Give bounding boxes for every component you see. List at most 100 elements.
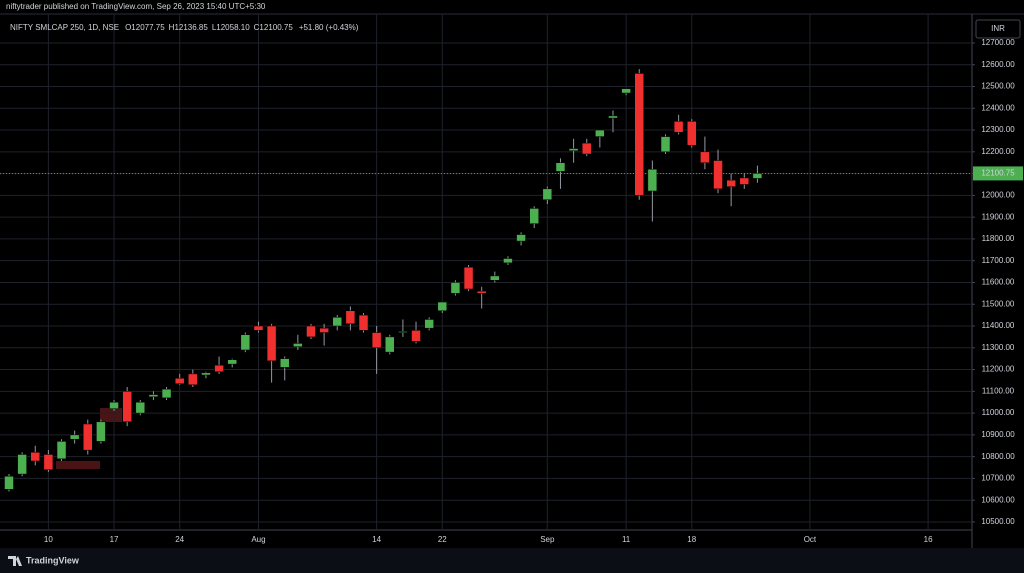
candle-body [673, 121, 684, 133]
candle-body [555, 162, 566, 172]
y-tick-label: 10600.00 [981, 495, 1015, 504]
candle-body [253, 325, 264, 331]
candle-body [385, 336, 395, 353]
currency[interactable]: INR [991, 24, 1005, 33]
y-tick-label: 12600.00 [981, 60, 1015, 69]
candle-body [621, 88, 631, 94]
change: +51.80 (+0.43%) [299, 23, 359, 32]
x-tick-label: 17 [110, 535, 119, 544]
candle-body [608, 115, 618, 119]
candle-body [135, 401, 146, 414]
candle-body [345, 310, 356, 325]
y-tick-label: 12300.00 [981, 125, 1015, 134]
y-tick-label: 10900.00 [981, 430, 1015, 439]
candle-body [174, 378, 185, 384]
candle-body [581, 142, 592, 155]
candle-body [4, 475, 14, 490]
y-tick-label: 10700.00 [981, 474, 1015, 483]
y-tick-label: 10500.00 [981, 517, 1015, 526]
candle-body [30, 452, 41, 462]
candle-body [43, 454, 54, 470]
ohlc-value: H12136.85 [169, 23, 209, 32]
candle-body [542, 188, 553, 200]
candle-body [647, 168, 658, 192]
y-tick-label: 12500.00 [981, 82, 1015, 91]
candle-body [148, 394, 159, 398]
candle-body [266, 325, 277, 362]
candle-body [358, 314, 369, 331]
y-tick-label: 11300.00 [982, 343, 1015, 352]
footer-bar [0, 548, 1024, 573]
y-tick-label: 12000.00 [981, 190, 1015, 199]
candle-body [463, 266, 474, 290]
x-tick-label: 10 [44, 535, 53, 544]
candle-body [687, 121, 697, 146]
x-tick-label: 16 [924, 535, 933, 544]
candle-body [96, 421, 106, 442]
candle-body [240, 334, 251, 351]
y-tick-label: 12400.00 [981, 103, 1015, 112]
candle-body [279, 358, 290, 368]
candle-body [726, 179, 736, 187]
x-tick-label: 18 [687, 535, 696, 544]
x-tick-label: Sep [540, 535, 555, 544]
y-tick-label: 11100.00 [982, 386, 1015, 395]
candle-body [503, 258, 513, 264]
candle-body [122, 391, 132, 423]
candle-body [739, 177, 750, 185]
ohlc-value: L12058.10 [212, 23, 250, 32]
y-tick-label: 11200.00 [982, 365, 1015, 374]
candle-body [83, 423, 93, 451]
candle-body [214, 364, 224, 372]
ohlc-value: O12077.75 [125, 23, 165, 32]
y-tick-label: 11900.00 [982, 212, 1015, 221]
last-price-box [973, 166, 1023, 181]
candle-body [161, 388, 172, 399]
zone [100, 408, 122, 422]
candle-body [293, 343, 303, 347]
candle-body [516, 234, 526, 242]
x-tick-label: 22 [438, 535, 447, 544]
symbol: NIFTY SMLCAP 250, 1D, NSE [10, 23, 119, 32]
last-price-label: 12100.75 [981, 169, 1015, 178]
plot [4, 69, 763, 492]
candle-body [568, 148, 579, 151]
publisher: niftytrader published on TradingView.com… [6, 2, 266, 11]
candle-body [700, 151, 710, 163]
candle-body [398, 331, 408, 333]
y-tick-label: 11400.00 [982, 321, 1015, 330]
x-tick-label: Oct [804, 535, 817, 544]
ohlc-value: C12100.75 [254, 23, 294, 32]
candle-body [529, 208, 539, 224]
candle-body [713, 160, 723, 190]
candle-body [227, 359, 237, 365]
y-tick-label: 11700.00 [982, 256, 1015, 265]
candle-body [109, 401, 119, 409]
x-tick-label: 14 [372, 535, 381, 544]
candle-body [17, 454, 27, 475]
brand: TradingView [26, 555, 80, 565]
candle-body [595, 129, 605, 137]
y-tick-label: 11600.00 [982, 278, 1015, 287]
candle-body [69, 434, 80, 440]
x-tick-label: Aug [251, 535, 265, 544]
y-tick-label: 11000.00 [982, 408, 1015, 417]
currency-box[interactable] [975, 19, 1021, 39]
candle-body [56, 441, 67, 460]
candle-body [424, 319, 434, 329]
candle-body [188, 373, 198, 386]
candle-body [319, 327, 329, 333]
candle-body [201, 372, 211, 376]
brand-logo [8, 556, 22, 566]
candle-body [752, 173, 763, 179]
candle-body [437, 301, 448, 312]
y-tick-label: 12700.00 [981, 38, 1015, 47]
candle-body [476, 290, 487, 294]
candle-body [634, 73, 644, 196]
candle-body [306, 325, 316, 338]
y-tick-label: 11800.00 [982, 234, 1015, 243]
y-tick-label: 10800.00 [981, 452, 1015, 461]
candle-body [490, 275, 500, 281]
